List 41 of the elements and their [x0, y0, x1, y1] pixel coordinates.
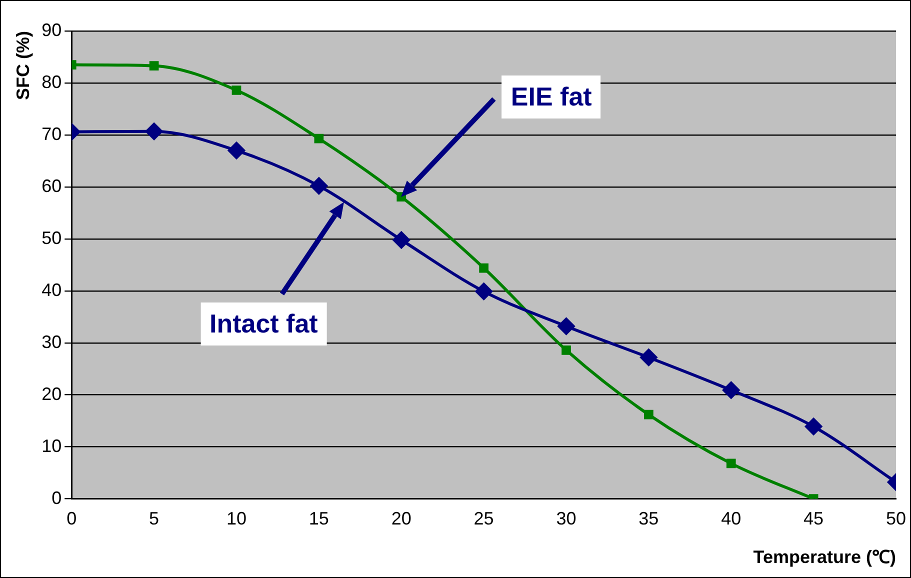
y-tick-label: 90	[42, 20, 62, 40]
x-tick-label: 10	[226, 508, 247, 529]
y-axis-title: SFC (%)	[12, 31, 33, 100]
point	[392, 231, 410, 248]
annotation: Intact fat	[200, 302, 327, 346]
x-tick-label: 35	[638, 508, 659, 529]
annotation: EIE fat	[502, 75, 601, 118]
point	[726, 458, 736, 468]
y-tick-label: 50	[42, 228, 62, 248]
y-tick-label: 70	[42, 124, 62, 144]
point	[475, 282, 492, 300]
x-tick-label: 5	[149, 508, 160, 529]
point	[640, 348, 658, 366]
y-tick-label: 40	[42, 280, 62, 300]
point	[558, 318, 575, 335]
y-tick-label: 20	[42, 384, 62, 404]
point	[149, 61, 159, 71]
x-tick-label: 50	[886, 508, 906, 529]
point	[479, 263, 488, 273]
point	[314, 134, 324, 144]
x-tick-label: 30	[556, 508, 576, 529]
y-tick-label: 0	[52, 488, 62, 508]
y-tick-label: 30	[42, 332, 62, 352]
x-tick-label: 0	[66, 508, 77, 529]
point	[562, 345, 571, 355]
y-tick-label: 60	[42, 176, 62, 196]
x-axis-title: Temperature (℃)	[753, 547, 896, 568]
point	[805, 418, 822, 436]
point	[228, 142, 245, 160]
point	[232, 86, 242, 95]
x-tick-label: 20	[391, 508, 412, 529]
point	[310, 177, 328, 194]
point	[146, 122, 163, 140]
point	[722, 382, 740, 399]
y-tick-label: 10	[42, 436, 62, 456]
point	[644, 410, 654, 420]
x-tick-label: 25	[474, 508, 494, 529]
x-tick-label: 15	[308, 508, 329, 529]
x-tick-label: 45	[804, 508, 824, 529]
x-tick-label: 40	[721, 508, 742, 529]
y-tick-label: 80	[42, 72, 62, 92]
